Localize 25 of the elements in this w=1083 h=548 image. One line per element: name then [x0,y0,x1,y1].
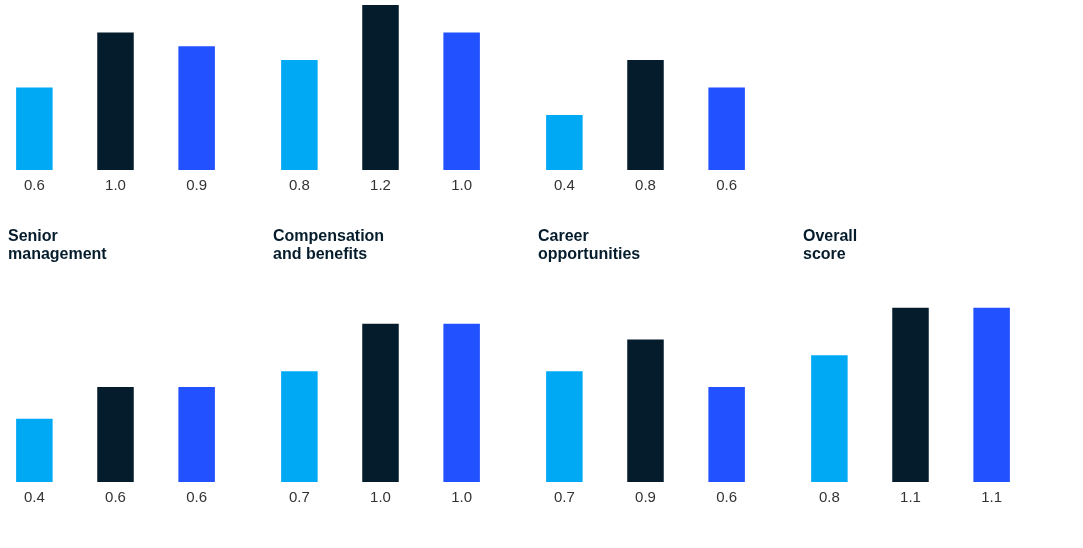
data-label: 0.9 [635,488,656,505]
data-label: 0.8 [288,176,310,193]
data-label: 1.2 [370,176,391,193]
chart-title: Career opportunities [538,227,641,262]
data-label: 0.6 [23,176,45,193]
data-label: 0.4 [23,488,45,505]
data-label: 1.0 [451,488,473,505]
data-label: 1.1 [981,488,1003,505]
data-label: 0.4 [553,176,575,193]
data-label: 0.6 [186,488,208,505]
data-label: 0.8 [635,176,656,193]
data-label: 1.1 [900,488,921,505]
data-label: 0.7 [288,488,310,505]
chart-title: Compensation and benefits [273,227,385,262]
chart-title: Overall score [803,227,858,262]
data-label: 0.6 [716,488,738,505]
data-label: 0.9 [186,176,208,193]
data-label: 1.0 [370,488,391,505]
data-label: 0.8 [818,488,840,505]
data-label: 1.0 [451,176,473,193]
data-label: 0.6 [105,488,126,505]
chart-title: Senior management [8,227,108,262]
data-label: 0.7 [553,488,575,505]
data-label: 0.6 [716,176,738,193]
data-label: 1.0 [105,176,126,193]
